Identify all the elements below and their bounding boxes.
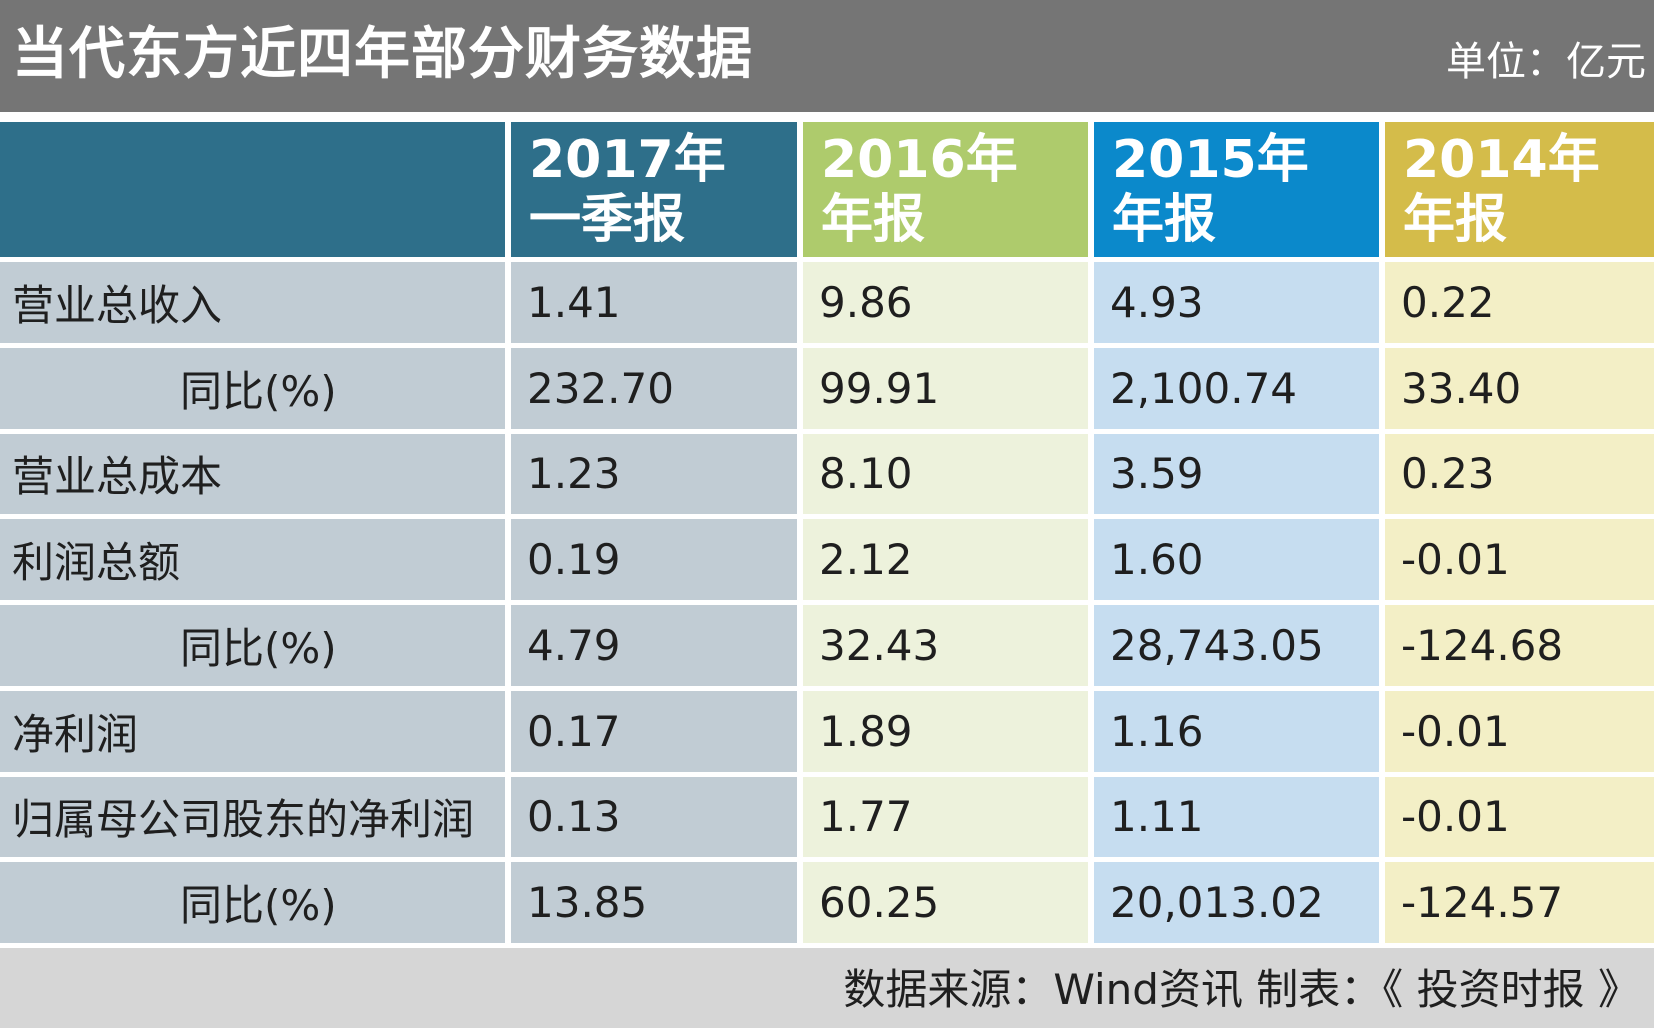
- table-cell: 0.13: [511, 776, 803, 863]
- table-cell: 0.19: [511, 519, 803, 605]
- source-note: 数据来源：Wind资讯 制表：《 投资时报 》: [843, 965, 1640, 1014]
- table-cell: 60.25: [803, 862, 1094, 948]
- table-cell: 28,743.05: [1094, 605, 1385, 691]
- table-cell: 1.23: [511, 433, 803, 520]
- table-cell: 0.22: [1385, 262, 1654, 348]
- table-cell: 2,100.74: [1094, 347, 1385, 434]
- table-cell: 1.41: [511, 262, 803, 348]
- table-cell: 4.79: [511, 605, 803, 691]
- column-header: 2016年 年报: [803, 122, 1094, 262]
- table-cell: 0.23: [1385, 433, 1654, 520]
- column-header-report-type: 年报: [1112, 189, 1217, 250]
- header-corner: [0, 122, 511, 262]
- column-header: 2014年 年报: [1385, 122, 1654, 262]
- table-cell: 33.40: [1385, 347, 1654, 434]
- row-label: 营业总收入: [0, 262, 511, 348]
- row-label: 同比(%): [0, 862, 511, 948]
- column-header-period: 2014年: [1403, 129, 1600, 190]
- table-cell: -0.01: [1385, 519, 1654, 605]
- table-cell: 32.43: [803, 605, 1094, 691]
- unit-label: 单位：亿元: [1446, 39, 1646, 85]
- column-header-report-type: 年报: [1403, 189, 1508, 250]
- column-header-period: 2016年: [821, 129, 1018, 190]
- table-cell: 3.59: [1094, 433, 1385, 520]
- row-label: 利润总额: [0, 519, 511, 605]
- table-cell: 1.16: [1094, 690, 1385, 777]
- column-header: 2015年 年报: [1094, 122, 1385, 262]
- row-label: 营业总成本: [0, 433, 511, 520]
- table-cell: 99.91: [803, 347, 1094, 434]
- column-header-report-type: 一季报: [529, 189, 686, 250]
- table-cell: -124.57: [1385, 862, 1654, 948]
- table-cell: 1.89: [803, 690, 1094, 777]
- financial-table: 2017年 一季报 2016年 年报 2015年 年报 2014年 年报 营业总收入 1.41 9.…: [0, 122, 1654, 948]
- table-cell: 8.10: [803, 433, 1094, 520]
- row-label: 净利润: [0, 690, 511, 777]
- table-cell: 4.93: [1094, 262, 1385, 348]
- title-bar: 当代东方近四年部分财务数据 单位：亿元: [0, 0, 1654, 112]
- column-header-period: 2017年: [529, 129, 726, 190]
- table-cell: 0.17: [511, 690, 803, 777]
- row-label: 归属母公司股东的净利润: [0, 776, 511, 863]
- table-cell: 1.60: [1094, 519, 1385, 605]
- column-header-report-type: 年报: [821, 189, 926, 250]
- table-cell: 232.70: [511, 347, 803, 434]
- chart-title: 当代东方近四年部分财务数据: [12, 22, 753, 87]
- table-cell: 20,013.02: [1094, 862, 1385, 948]
- column-header: 2017年 一季报: [511, 122, 803, 262]
- row-label: 同比(%): [0, 605, 511, 691]
- row-label: 同比(%): [0, 347, 511, 434]
- footer-bar: 数据来源：Wind资讯 制表：《 投资时报 》: [0, 948, 1654, 1028]
- column-header-period: 2015年: [1112, 129, 1309, 190]
- table-cell: -0.01: [1385, 776, 1654, 863]
- table-cell: 1.77: [803, 776, 1094, 863]
- table-cell: 9.86: [803, 262, 1094, 348]
- table-cell: 1.11: [1094, 776, 1385, 863]
- table-cell: -0.01: [1385, 690, 1654, 777]
- table-cell: 13.85: [511, 862, 803, 948]
- table-cell: 2.12: [803, 519, 1094, 605]
- table-cell: -124.68: [1385, 605, 1654, 691]
